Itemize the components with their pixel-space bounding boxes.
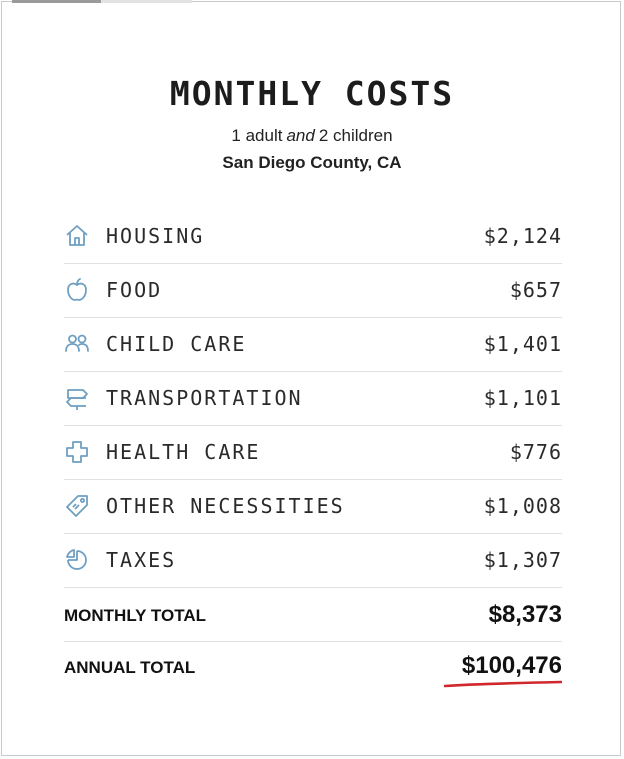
- apple-icon: [64, 277, 90, 303]
- cost-row-housing: HOUSING $2,124: [64, 210, 562, 264]
- cost-amount: $657: [509, 278, 562, 302]
- people-icon: [64, 331, 90, 357]
- cost-label: CHILD CARE: [106, 332, 247, 356]
- cost-label: FOOD: [106, 278, 163, 302]
- cost-row-transportation: TRANSPORTATION $1,101: [64, 372, 562, 426]
- tag-icon: [64, 493, 90, 519]
- cost-amount: $1,008: [483, 494, 562, 518]
- annual-total-underline: [444, 680, 562, 688]
- cost-row-taxes: TAXES $1,307: [64, 534, 562, 588]
- health-cross-icon: [64, 439, 90, 465]
- pie-icon: [64, 547, 90, 573]
- cost-label: HOUSING: [106, 224, 205, 248]
- cost-amount: $776: [509, 440, 562, 464]
- children-count: 2 children: [318, 126, 393, 145]
- signpost-icon: [64, 385, 90, 411]
- cost-amount: $1,401: [483, 332, 562, 356]
- cost-label: OTHER NECESSITIES: [106, 494, 345, 518]
- cost-amount: $2,124: [483, 224, 562, 248]
- annual-total-label: ANNUAL TOTAL: [64, 658, 196, 677]
- cost-table: HOUSING $2,124 FOOD $657 CHILD CARE $1,4…: [64, 210, 562, 696]
- cost-row-health-care: HEALTH CARE $776: [64, 426, 562, 480]
- cost-amount: $1,101: [483, 386, 562, 410]
- cost-row-other-necessities: OTHER NECESSITIES $1,008: [64, 480, 562, 534]
- cost-amount: $1,307: [483, 548, 562, 572]
- top-tab-strip: [12, 0, 192, 3]
- cost-label: TRANSPORTATION: [106, 386, 303, 410]
- monthly-total-row: MONTHLY TOTAL $8,373: [64, 588, 562, 642]
- conjunction: and: [286, 126, 315, 145]
- adults-count: 1 adult: [231, 126, 283, 145]
- home-icon: [64, 223, 90, 249]
- monthly-total-amount: $8,373: [488, 601, 562, 628]
- cost-row-child-care: CHILD CARE $1,401: [64, 318, 562, 372]
- household-description: 1 adult and 2 children: [0, 126, 624, 146]
- monthly-total-label: MONTHLY TOTAL: [64, 606, 206, 625]
- cost-label: HEALTH CARE: [106, 440, 261, 464]
- location: San Diego County, CA: [222, 153, 402, 172]
- cost-row-food: FOOD $657: [64, 264, 562, 318]
- active-tab-indicator[interactable]: [12, 0, 101, 3]
- annual-total-amount: $100,476: [461, 652, 562, 679]
- cost-label: TAXES: [106, 548, 177, 572]
- annual-total-row: ANNUAL TOTAL $100,476: [64, 642, 562, 696]
- page-title: MONTHLY COSTS: [169, 74, 455, 113]
